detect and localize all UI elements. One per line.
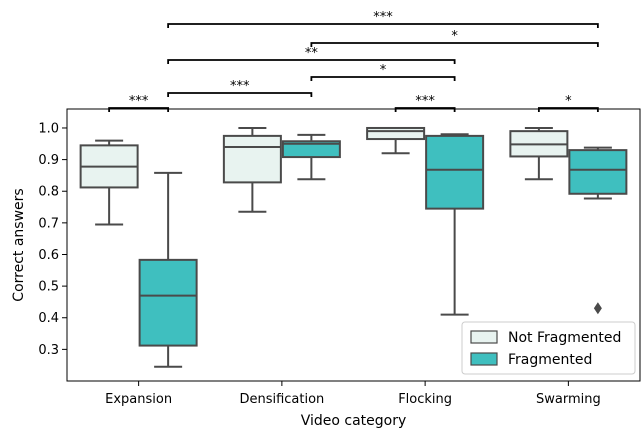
significance-bracket: *** (394, 94, 456, 112)
significance-line (167, 59, 456, 64)
x-tick-label: Densification (239, 392, 324, 407)
outlier-point (593, 302, 602, 315)
box-iqr (425, 134, 485, 210)
box-iqr (281, 140, 341, 159)
y-tick-label: 0.8 (38, 185, 59, 200)
y-axis-label: Correct answers (11, 188, 27, 301)
box-flocking-not-fragmented (366, 126, 426, 155)
significance-line (537, 107, 599, 112)
box-iqr (366, 126, 426, 141)
significance-label: ** (305, 46, 319, 61)
x-tick-label: Flocking (398, 392, 452, 407)
legend-swatch (470, 352, 498, 366)
y-tick-label: 0.3 (38, 343, 59, 358)
y-tick-label: 1.0 (38, 121, 59, 136)
box-iqr (568, 149, 628, 195)
box-plot-area (79, 126, 628, 368)
box-iqr (222, 134, 282, 184)
significance-bracket: *** (108, 94, 170, 112)
legend-entry-label: Not Fragmented (508, 330, 621, 346)
x-axis: Expansion Densification Flocking Swarming (105, 381, 601, 407)
y-tick-label: 0.6 (38, 248, 59, 263)
legend-frame (461, 321, 636, 375)
significance-bracket: ** (167, 46, 456, 64)
legend-entry-label: Fragmented (508, 352, 592, 368)
box-expansion-fragmented (138, 171, 198, 368)
x-axis-label: Video category (301, 413, 407, 429)
significance-label: *** (373, 10, 393, 25)
box-densification-not-fragmented (222, 126, 282, 213)
significance-line (167, 92, 313, 97)
significance-bracket: * (310, 63, 456, 81)
axes-frame (66, 108, 641, 382)
significance-label: * (565, 94, 572, 109)
x-tick-label: Swarming (536, 392, 601, 407)
significance-line (167, 23, 599, 28)
significance-annotations: *** *** *********** (108, 10, 599, 112)
box-flocking-fragmented (425, 133, 485, 316)
box-iqr (138, 258, 198, 347)
box-densification-fragmented (281, 133, 341, 181)
box-swarming-not-fragmented (509, 126, 569, 181)
significance-line (108, 107, 170, 112)
legend: Not Fragmented Fragmented (461, 321, 636, 375)
significance-label: * (451, 29, 458, 44)
x-tick-label: Expansion (105, 392, 172, 407)
significance-label: * (380, 63, 387, 78)
significance-bracket: * (537, 94, 599, 112)
box-swarming-fragmented (568, 146, 628, 315)
box-expansion-not-fragmented (79, 139, 139, 226)
significance-label: *** (129, 94, 149, 109)
y-tick-label: 0.4 (38, 311, 59, 326)
y-tick-label: 0.7 (38, 216, 59, 231)
significance-label: *** (230, 79, 250, 94)
significance-bracket: * (310, 29, 599, 47)
y-tick-label: 0.9 (38, 153, 59, 168)
legend-swatch (470, 330, 498, 344)
significance-bracket: *** (167, 79, 313, 97)
y-axis: 0.3 0.4 0.5 0.6 0.7 0.8 0.9 1.0 (38, 121, 67, 358)
significance-line (394, 107, 456, 112)
y-tick-label: 0.5 (38, 280, 59, 295)
significance-line (310, 76, 456, 81)
significance-bracket: *** (167, 10, 599, 28)
significance-label: *** (415, 94, 435, 109)
significance-line (310, 42, 599, 47)
